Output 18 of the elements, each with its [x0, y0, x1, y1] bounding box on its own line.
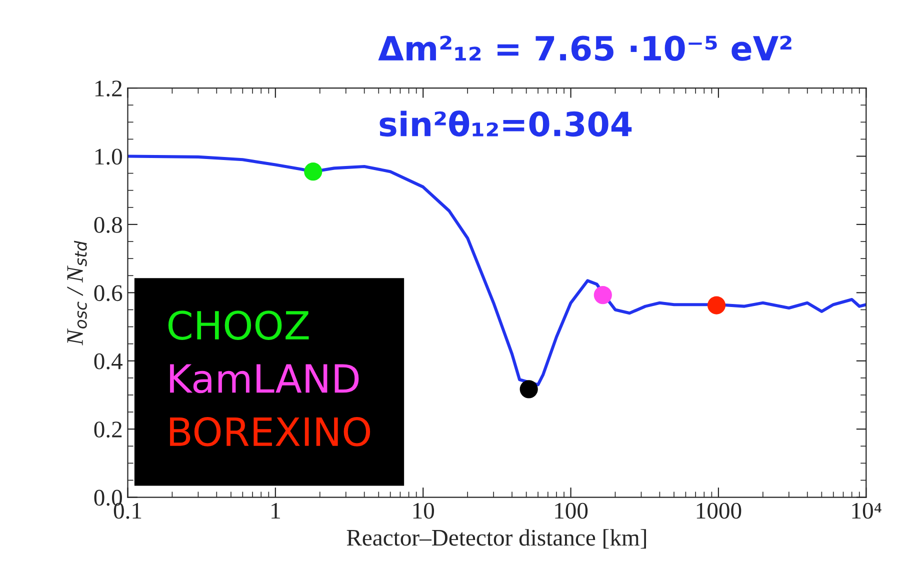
- x-tick-label: 100: [555, 502, 588, 519]
- y-tick-label: 0.2: [94, 422, 122, 438]
- y-tick-label: 0.8: [94, 216, 122, 233]
- x-tick-label: 10⁴: [852, 502, 882, 519]
- y-axis-title: N$_{osc}$ / N$_{std}$: [67, 240, 87, 346]
- y-tick-label: 1.2: [95, 80, 122, 97]
- y-tick-label: 0.4: [94, 353, 123, 370]
- y-tick-label: 0.6: [94, 285, 122, 302]
- x-axis-title: Reactor–Detector distance [km]: [346, 529, 646, 549]
- text: KamLAND: [170, 364, 359, 394]
- text: BOREXINO: [170, 416, 370, 446]
- text: Δm²₁₂ = 7.65 ·10⁻⁵ eV²: [378, 36, 792, 61]
- x-tick-label: 1000: [696, 502, 742, 519]
- x-tick-label: 1: [272, 502, 280, 519]
- annotation: sin²θ₁₂=0.304: [380, 110, 632, 137]
- text: CHOOZ: [168, 310, 309, 340]
- x-tick-label: 10: [413, 502, 434, 519]
- y-tick-label: 1.0: [95, 148, 122, 165]
